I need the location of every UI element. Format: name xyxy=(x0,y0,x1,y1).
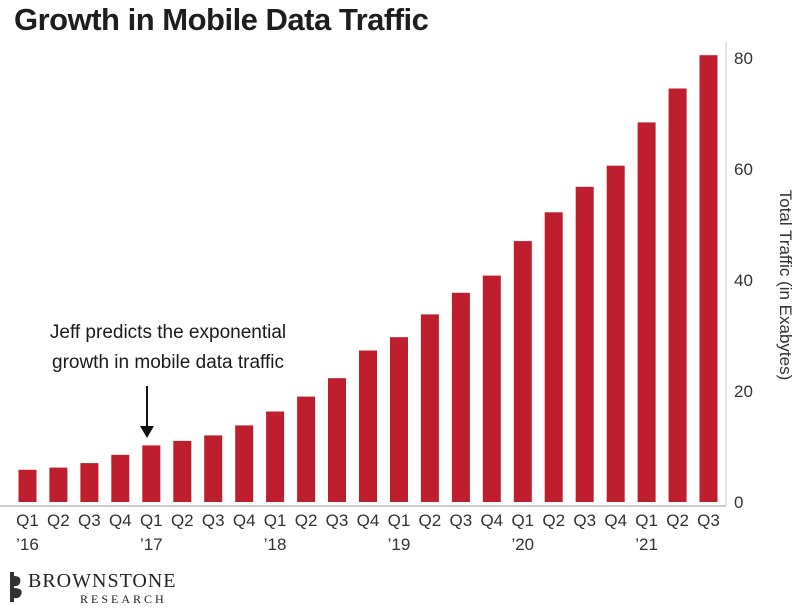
bar-18 xyxy=(575,186,594,503)
x-tick-label-16: Q1 xyxy=(511,511,534,530)
x-tick-label-4: Q1 xyxy=(140,511,163,530)
bar-10 xyxy=(328,378,346,502)
bar-19 xyxy=(606,165,625,502)
annotation-text-line-1: Jeff predicts the exponential xyxy=(50,322,286,343)
x-tick-label-8: Q1 xyxy=(264,511,287,530)
bar-12 xyxy=(390,337,408,502)
bar-2 xyxy=(80,463,99,502)
x-tick-year-0: ’16 xyxy=(16,535,39,554)
x-ticks-group: Q1 ’16 Q2 Q3 Q4 Q1 ’17 Q2 Q3 Q4 Q1 ’18 Q2 Q3 Q4 Q1 ’19 Q2… xyxy=(16,511,720,554)
bar-6 xyxy=(204,435,223,502)
x-tick-label-2: Q3 xyxy=(78,511,101,530)
y-tick-label-3: 60 xyxy=(734,160,753,179)
x-tick-label-18: Q3 xyxy=(573,511,596,530)
bar-15 xyxy=(482,275,501,502)
x-tick-label-20: Q1 xyxy=(635,511,658,530)
x-tick-label-13: Q2 xyxy=(419,511,442,530)
x-tick-label-19: Q4 xyxy=(604,511,627,530)
x-tick-year-4: ’17 xyxy=(140,535,163,554)
x-tick-label-17: Q2 xyxy=(542,511,565,530)
x-tick-label-5: Q2 xyxy=(171,511,194,530)
x-tick-label-12: Q1 xyxy=(388,511,411,530)
x-tick-label-7: Q4 xyxy=(233,511,256,530)
x-tick-label-3: Q4 xyxy=(109,511,132,530)
x-tick-label-22: Q3 xyxy=(697,511,720,530)
x-tick-label-1: Q2 xyxy=(47,511,70,530)
x-tick-label-11: Q4 xyxy=(357,511,380,530)
x-tick-label-14: Q3 xyxy=(450,511,473,530)
bar-3 xyxy=(111,454,130,502)
annotation-group: Jeff predicts the exponential growth in … xyxy=(50,322,286,438)
x-tick-year-20: ’21 xyxy=(635,535,658,554)
bar-7 xyxy=(235,425,254,502)
x-tick-year-8: ’18 xyxy=(264,535,287,554)
x-tick-year-16: ’20 xyxy=(511,535,534,554)
annotation-arrowhead xyxy=(140,426,154,438)
bar-21 xyxy=(668,88,687,502)
bar-11 xyxy=(359,350,377,502)
bar-16 xyxy=(513,241,532,502)
bar-8 xyxy=(266,411,285,502)
annotation-text-line-2: growth in mobile data traffic xyxy=(52,352,284,373)
bar-14 xyxy=(451,292,470,502)
y-tick-label-2: 40 xyxy=(734,271,753,290)
brownstone-emblem-icon xyxy=(10,572,22,602)
y-ticks-group: 0 20 40 60 80 xyxy=(734,49,753,512)
x-tick-label-9: Q2 xyxy=(295,511,318,530)
x-tick-year-12: ’19 xyxy=(388,535,411,554)
y-axis-label: Total Traffic (in Exabytes) xyxy=(776,190,795,381)
bar-20 xyxy=(637,122,656,503)
x-tick-label-10: Q3 xyxy=(326,511,349,530)
bar-0 xyxy=(18,469,37,502)
bar-13 xyxy=(420,314,439,502)
x-tick-label-6: Q3 xyxy=(202,511,225,530)
x-tick-label-15: Q4 xyxy=(480,511,503,530)
bar-5 xyxy=(173,440,192,502)
bar-4 xyxy=(142,445,161,502)
brand-name: BROWNSTONE xyxy=(28,570,177,592)
y-tick-label-4: 80 xyxy=(734,49,753,68)
y-tick-label-0: 0 xyxy=(734,493,743,512)
bar-1 xyxy=(49,467,68,502)
bars-group xyxy=(18,55,718,503)
y-tick-label-1: 20 xyxy=(734,382,753,401)
bar-9 xyxy=(297,396,316,502)
bar-17 xyxy=(544,212,563,503)
brownstone-logo: BROWNSTONE RESEARCH xyxy=(6,568,236,608)
chart-title: Growth in Mobile Data Traffic xyxy=(14,2,429,37)
x-tick-label-21: Q2 xyxy=(666,511,689,530)
brand-subtitle: RESEARCH xyxy=(80,592,167,606)
bar-22 xyxy=(699,55,718,502)
x-tick-label-0: Q1 xyxy=(16,511,39,530)
